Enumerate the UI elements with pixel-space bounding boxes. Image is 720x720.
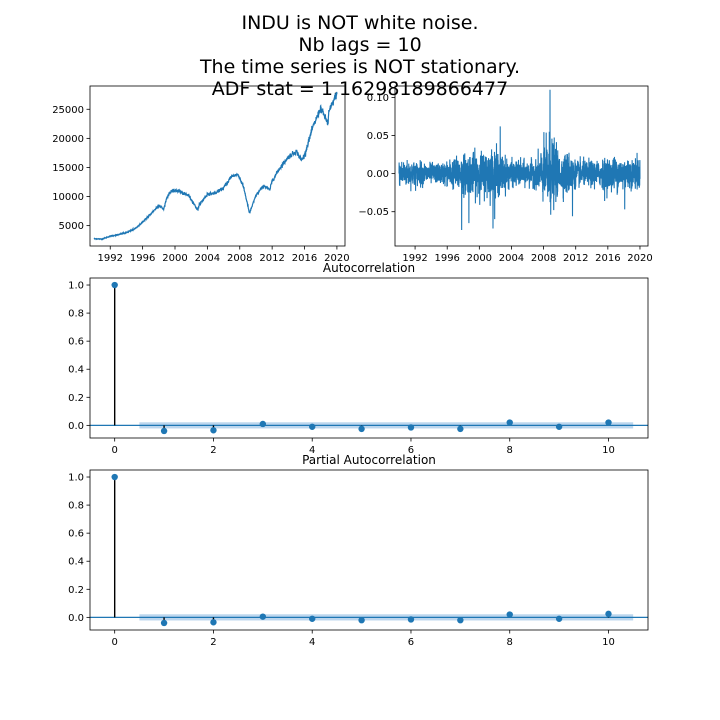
acf-ytick-label: 0.2 <box>68 393 84 404</box>
pacf-point <box>309 615 316 622</box>
acf-point <box>160 427 168 435</box>
acf-title: Autocorrelation <box>323 261 415 275</box>
acf-ytick-label: 0.6 <box>68 337 84 348</box>
pacf-point <box>358 616 365 624</box>
acf-plot: 0 2 4 6 8 10 0.0 0.2 0.4 0.6 0.8 1.0 <box>68 277 649 456</box>
returns-xtick-label: 1992 <box>402 253 427 264</box>
price-xtick-label: 2016 <box>292 253 317 264</box>
returns-xtick-label: 2016 <box>595 253 620 264</box>
pacf-frame <box>89 469 649 631</box>
pacf-title: Partial Autocorrelation <box>302 453 436 467</box>
pacf-ytick-label: 0.2 <box>68 585 84 596</box>
pacf-point <box>111 473 118 481</box>
pacf-xtick-label: 2 <box>210 637 216 648</box>
acf-point <box>111 281 118 289</box>
returns-xtick-label: 2004 <box>499 253 524 264</box>
title-line-3: The time series is NOT stationary. <box>199 56 520 78</box>
price-xtick-label: 1992 <box>98 253 123 264</box>
title-line-1: INDU is NOT white noise. <box>241 12 478 34</box>
pacf-ytick-label: 0.6 <box>68 529 84 540</box>
returns-ytick-label: 0.05 <box>367 131 389 142</box>
pacf-plot: 0 2 4 6 8 10 0.0 0.2 0.4 0.6 0.8 1.0 <box>68 469 649 648</box>
acf-xtick-label: 0 <box>112 445 118 456</box>
price-xtick-label: 2004 <box>195 253 220 264</box>
returns-xtick-label: 1996 <box>434 253 459 264</box>
price-ytick-label: 10000 <box>52 192 84 203</box>
price-xtick-label: 2000 <box>162 253 187 264</box>
pacf-point <box>407 616 415 623</box>
acf-point <box>457 425 464 433</box>
acf-ytick-label: 0.0 <box>68 421 84 432</box>
returns-frame <box>394 85 649 247</box>
returns-xtick-label: 2008 <box>531 253 556 264</box>
price-series-plot: 1992 1996 2000 2004 2008 2012 2016 2020 5000 1000… <box>52 85 350 264</box>
acf-point <box>358 425 365 433</box>
acf-xtick-label: 8 <box>507 445 513 456</box>
price-ytick-label: 15000 <box>52 163 84 174</box>
acf-ytick-label: 1.0 <box>68 281 84 292</box>
returns-series-plot: 1992 1996 2000 2004 2008 2012 2016 2020 −0.05 0.0… <box>358 85 653 264</box>
acf-ytick-label: 0.8 <box>68 309 84 320</box>
acf-xtick-label: 10 <box>602 445 615 456</box>
pacf-xtick-label: 0 <box>112 637 118 648</box>
pacf-point <box>506 611 513 618</box>
price-xtick-label: 2008 <box>227 253 252 264</box>
pacf-ytick-label: 0.8 <box>68 501 84 512</box>
price-frame <box>89 85 346 247</box>
returns-ytick-label: −0.05 <box>358 207 389 218</box>
pacf-ytick-label: 0.0 <box>68 613 84 624</box>
pacf-xtick-label: 8 <box>507 637 513 648</box>
acf-ytick-label: 0.4 <box>68 365 84 376</box>
returns-ytick-label: 0.00 <box>367 169 389 180</box>
price-ytick-label: 5000 <box>59 221 84 232</box>
pacf-xtick-label: 6 <box>408 637 414 648</box>
price-ytick-label: 20000 <box>52 134 84 145</box>
price-xtick-label: 2012 <box>259 253 284 264</box>
title-line-4: ADF stat = 1.16298189866477 <box>212 78 508 100</box>
figure-title: INDU is NOT white noise. Nb lags = 10 Th… <box>199 12 520 100</box>
acf-frame <box>89 277 649 439</box>
price-line <box>93 91 338 241</box>
pacf-point <box>555 615 563 622</box>
acf-xtick-label: 6 <box>408 445 414 456</box>
title-line-2: Nb lags = 10 <box>298 34 421 56</box>
pacf-point <box>210 619 217 626</box>
pacf-xtick-label: 4 <box>309 637 315 648</box>
pacf-point <box>457 616 464 624</box>
acf-xtick-label: 2 <box>210 445 216 456</box>
returns-xtick-label: 2012 <box>563 253 588 264</box>
pacf-xtick-label: 10 <box>602 637 615 648</box>
price-ytick-label: 25000 <box>52 105 84 116</box>
returns-line <box>398 89 641 231</box>
pacf-point <box>605 610 612 618</box>
acf-xtick-label: 4 <box>309 445 315 456</box>
price-xtick-label: 1996 <box>130 253 155 264</box>
acf-point <box>407 424 415 431</box>
acf-point <box>309 423 316 430</box>
acf-point <box>259 420 267 428</box>
pacf-ytick-label: 1.0 <box>68 473 84 484</box>
returns-ytick-label: 0.10 <box>367 93 389 104</box>
returns-xtick-label: 2000 <box>467 253 492 264</box>
acf-point <box>555 423 563 430</box>
price-xtick-label: 2020 <box>324 253 349 264</box>
acf-point <box>506 419 513 426</box>
pacf-point <box>160 619 168 627</box>
acf-point <box>605 419 612 426</box>
pacf-point <box>259 613 267 620</box>
pacf-ytick-label: 0.4 <box>68 557 84 568</box>
acf-point <box>210 427 217 434</box>
returns-xtick-label: 2020 <box>627 253 652 264</box>
